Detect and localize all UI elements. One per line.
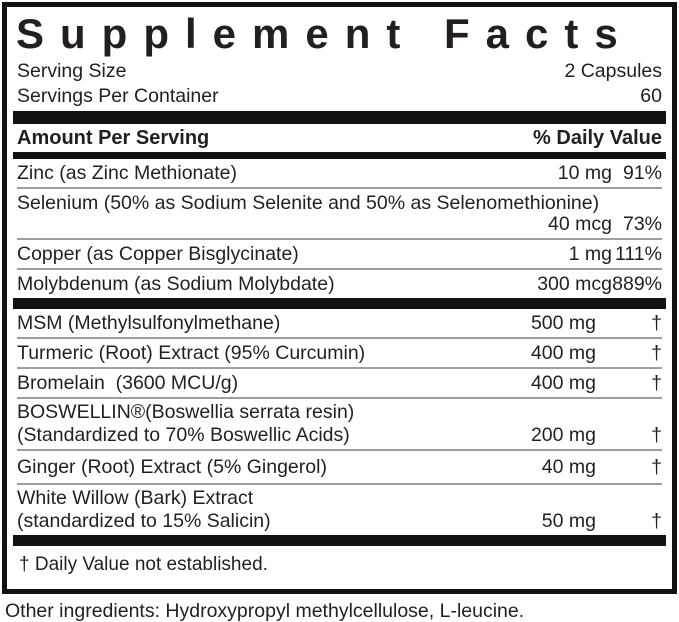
ingredient-daily-value: 73%: [622, 213, 662, 235]
ingredient-amount: 200 mg: [530, 424, 596, 446]
ingredient-name: Molybdenum (as Sodium Molybdate): [17, 273, 335, 295]
ingredient-name: BOSWELLIN®(Boswellia serrata resin) (Sta…: [17, 401, 502, 447]
ingredient-row-selenium: Selenium (50% as Sodium Selenite and 50%…: [17, 189, 662, 240]
ingredient-amount-line: 40 mcg 73%: [17, 212, 662, 236]
section-divider-bar-bottom: [13, 535, 666, 546]
ingredient-daily-value: 111%: [615, 243, 662, 265]
ingredient-daily-value: †: [651, 342, 662, 364]
ingredient-daily-value: 889%: [612, 273, 662, 295]
ingredient-name: Copper (as Copper Bisglycinate): [17, 243, 299, 265]
servings-per-container-label: Servings Per Container: [17, 84, 219, 107]
ingredient-name: Zinc (as Zinc Methionate): [17, 162, 237, 184]
ingredient-amount: 400 mg: [530, 372, 596, 394]
daily-value-footnote: † Daily Value not established.: [19, 554, 268, 575]
daily-value-header: % Daily Value: [533, 127, 662, 149]
ingredient-row-bromelain: Bromelain (3600 MCU/g) 400 mg †: [17, 369, 662, 399]
ingredient-name: Selenium (50% as Sodium Selenite and 50%…: [17, 192, 600, 214]
panel-title: Supplement Facts: [16, 10, 634, 57]
servings-per-container-value: 60: [640, 84, 662, 107]
ingredient-row-molybdenum: Molybdenum (as Sodium Molybdate) 300 mcg…: [17, 270, 662, 298]
ingredient-amount: 40 mg: [541, 456, 596, 478]
ingredient-row-boswellin: BOSWELLIN®(Boswellia serrata resin) (Sta…: [17, 399, 662, 451]
serving-size-value: 2 Capsules: [564, 59, 662, 82]
ingredient-amount: 300 mcg: [537, 273, 612, 295]
ingredient-name-line-2: (standardized to 15% Salicin): [17, 510, 271, 532]
ingredient-name-line-1: BOSWELLIN®(Boswellia serrata resin): [17, 401, 355, 423]
ingredient-amount: 1 mg: [568, 243, 612, 265]
section-divider-bar-top: [13, 111, 666, 124]
ingredient-amount: 50 mg: [541, 510, 596, 532]
ingredient-amount: 10 mg: [557, 162, 612, 184]
ingredient-name-line-2: (Standardized to 70% Boswellic Acids): [17, 424, 350, 446]
ingredient-row-zinc: Zinc (as Zinc Methionate) 10 mg 91%: [17, 159, 662, 189]
ingredient-row-white-willow: White Willow (Bark) Extract (standardize…: [17, 485, 662, 535]
section-divider-bar-middle: [13, 298, 666, 309]
other-ingredients: Other ingredients: Hydroxypropyl methylc…: [5, 600, 525, 622]
ingredient-daily-value: †: [651, 510, 662, 532]
ingredient-daily-value: †: [651, 372, 662, 394]
serving-size-row: Serving Size 2 Capsules: [17, 58, 662, 83]
table-header-row: Amount Per Serving % Daily Value: [17, 124, 662, 152]
serving-size-label: Serving Size: [17, 59, 127, 82]
header-divider-bar: [13, 152, 666, 159]
ingredient-daily-value: †: [651, 456, 662, 478]
facts-panel: Supplement Facts Serving Size 2 Capsules…: [2, 2, 677, 594]
ingredient-daily-value: †: [651, 312, 662, 334]
ingredient-row-msm: MSM (Methylsulfonylmethane) 500 mg †: [17, 309, 662, 339]
servings-per-container-row: Servings Per Container 60: [17, 83, 662, 108]
ingredient-amount: 400 mg: [530, 342, 596, 364]
ingredient-row-turmeric: Turmeric (Root) Extract (95% Curcumin) 4…: [17, 339, 662, 369]
amount-per-serving-header: Amount Per Serving: [17, 127, 210, 149]
ingredient-amount: 500 mg: [530, 312, 596, 334]
ingredient-daily-value: †: [651, 424, 662, 446]
ingredient-name: White Willow (Bark) Extract (standardize…: [17, 487, 502, 533]
ingredient-name: Bromelain (3600 MCU/g): [17, 372, 239, 394]
ingredient-row-copper: Copper (as Copper Bisglycinate) 1 mg 111…: [17, 240, 662, 270]
ingredient-daily-value: 91%: [622, 162, 662, 184]
ingredient-name: Ginger (Root) Extract (5% Gingerol): [17, 456, 327, 478]
ingredient-name: MSM (Methylsulfonylmethane): [17, 312, 281, 334]
ingredient-amount: 40 mcg: [548, 213, 612, 235]
ingredient-row-ginger: Ginger (Root) Extract (5% Gingerol) 40 m…: [17, 451, 662, 485]
ingredient-name: Turmeric (Root) Extract (95% Curcumin): [17, 342, 366, 364]
ingredient-name-line-1: White Willow (Bark) Extract: [17, 487, 254, 509]
